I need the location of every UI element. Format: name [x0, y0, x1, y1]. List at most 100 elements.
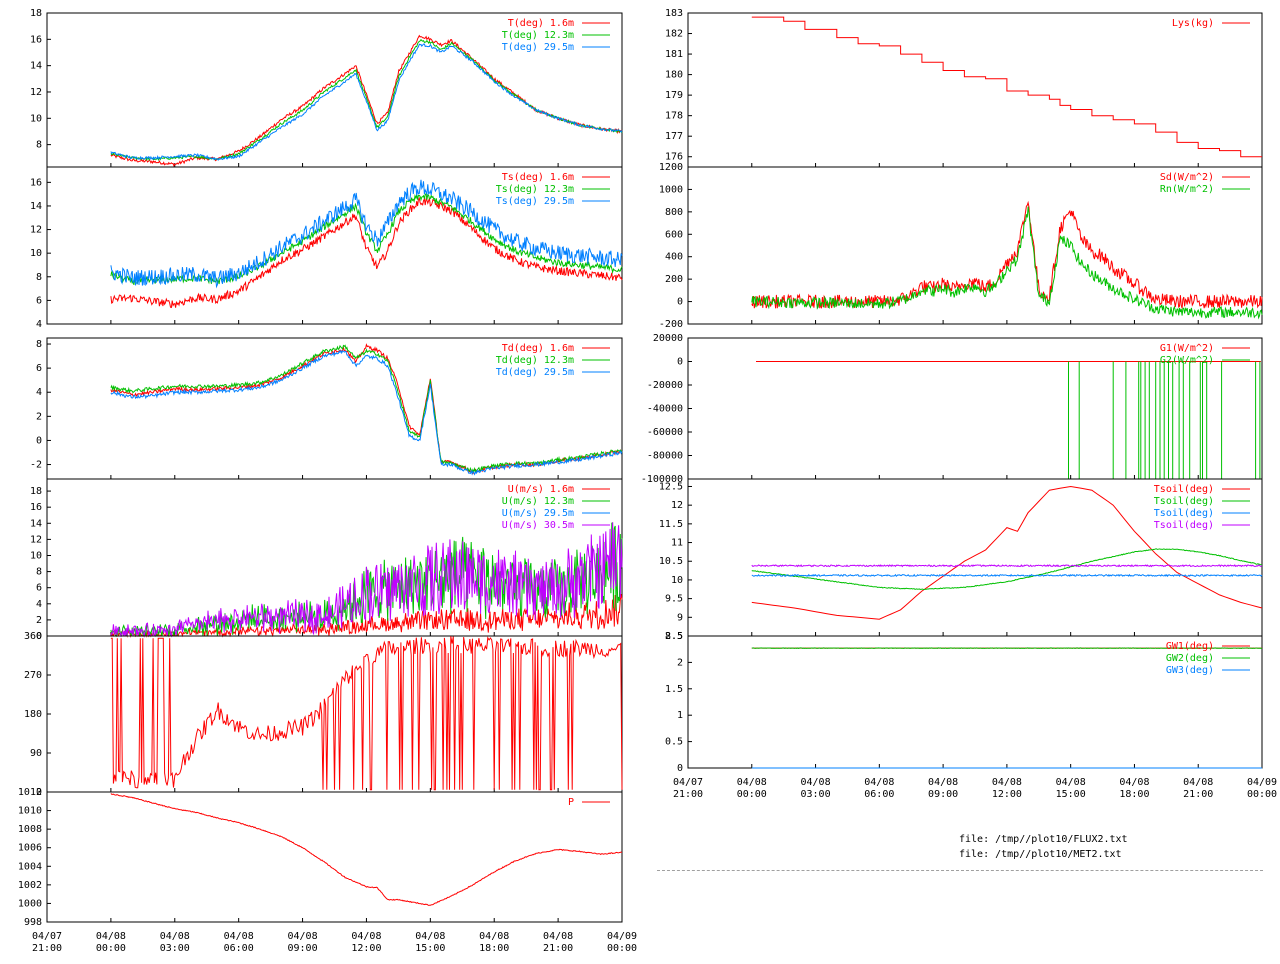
panel-gw: 0 0.5 1 1.5 2 2.5 GW1(deg)GW2(deg)GW3(deg): [665, 631, 1263, 774]
x-tick-date: 04/08: [864, 777, 894, 788]
x-tick-time: 00:00: [96, 943, 126, 954]
panel-dir: 0 90 180 270 360: [24, 631, 623, 798]
y-tick-label: 12: [30, 225, 42, 236]
y-tick-label: 12: [671, 500, 683, 511]
series-line-rad-1: [751, 206, 1263, 320]
x-tick-date: 04/07: [32, 931, 62, 942]
y-tick-label: 2: [36, 411, 42, 422]
x-tick-date: 04/08: [160, 931, 190, 942]
series-line-tsoil-1: [751, 548, 1263, 591]
panel-rad: -200 0 200 400 600 800 1000 1200 Sd(W/m^2)Rn(W/m…: [659, 162, 1263, 330]
y-tick-label: 14: [30, 518, 42, 529]
x-tick-date: 04/08: [928, 777, 958, 788]
y-tick-label: 10: [30, 550, 42, 561]
legend-label: Sd(W/m^2): [1160, 172, 1214, 183]
legend-label: P: [568, 797, 574, 808]
x-tick-time: 15:00: [1056, 789, 1086, 800]
y-tick-label: -20000: [647, 380, 683, 391]
y-tick-label: 1012: [18, 787, 42, 798]
x-tick-time: 06:00: [864, 789, 894, 800]
x-tick-date: 04/08: [801, 777, 831, 788]
legend-label: U(m/s) 1.6m: [508, 484, 574, 495]
x-tick-time: 15:00: [415, 943, 445, 954]
y-tick-label: 179: [665, 90, 683, 101]
y-tick-label: 1: [677, 710, 683, 721]
x-tick-date: 04/08: [992, 777, 1022, 788]
y-tick-label: 10: [671, 575, 683, 586]
y-tick-label: 11.5: [659, 519, 683, 530]
x-tick-time: 21:00: [673, 789, 703, 800]
y-tick-label: 0: [36, 435, 42, 446]
y-tick-label: 0: [677, 297, 683, 308]
y-tick-label: 0: [677, 763, 683, 774]
legend-label: T(deg) 12.3m: [502, 30, 574, 41]
plot-frame: [46, 791, 623, 923]
y-tick-label: 10: [30, 248, 42, 259]
y-tick-label: 12: [30, 534, 42, 545]
x-tick-time: 00:00: [1247, 789, 1277, 800]
y-tick-label: 182: [665, 29, 683, 40]
y-tick-label: 4: [36, 319, 42, 330]
plot-frame: [46, 166, 623, 325]
series-line-wind-3: [110, 522, 623, 638]
legend-label: Rn(W/m^2): [1160, 184, 1214, 195]
y-tick-label: 360: [24, 631, 42, 642]
legend-label: U(m/s) 12.3m: [502, 496, 574, 507]
legend-label: Td(deg) 12.3m: [496, 355, 574, 366]
y-tick-label: -40000: [647, 404, 683, 415]
y-tick-label: 183: [665, 8, 683, 19]
legend-label: Lys(kg): [1172, 18, 1214, 29]
y-tick-label: 8: [36, 339, 42, 350]
x-tick-time: 12:00: [992, 789, 1022, 800]
y-tick-label: 18: [30, 8, 42, 19]
x-tick-time: 03:00: [160, 943, 190, 954]
legend-label: Tsoil(deg): [1154, 508, 1214, 519]
y-tick-label: 1004: [18, 861, 42, 872]
y-tick-label: 181: [665, 49, 683, 60]
y-tick-label: 1200: [659, 162, 683, 173]
x-axis-labels-right: 04/0721:0004/0800:0004/0803:0004/0806:00…: [673, 777, 1277, 800]
panel-lys: 176 177 178 179 180 181 182 183 Lys(kg): [665, 8, 1263, 168]
series-line-ts-2: [110, 179, 623, 289]
y-tick-label: -100000: [641, 474, 683, 485]
y-tick-label: 9: [677, 612, 683, 623]
legend-label: Td(deg) 1.6m: [502, 343, 574, 354]
y-tick-label: 90: [30, 748, 42, 759]
x-tick-date: 04/08: [351, 931, 381, 942]
x-tick-date: 04/08: [288, 931, 318, 942]
y-tick-label: 18: [30, 486, 42, 497]
series-line-wind-0: [110, 594, 623, 638]
x-tick-time: 03:00: [801, 789, 831, 800]
series-line-rad-0: [751, 200, 1263, 309]
series-line-temp-1: [110, 38, 623, 162]
legend-label: Ts(deg) 29.5m: [496, 196, 574, 207]
y-tick-label: 176: [665, 152, 683, 163]
x-tick-time: 18:00: [479, 943, 509, 954]
x-tick-time: 21:00: [543, 943, 573, 954]
y-tick-label: 4: [36, 387, 42, 398]
x-tick-date: 04/08: [543, 931, 573, 942]
series-line-gw-1: [751, 647, 1263, 649]
y-tick-label: 1002: [18, 880, 42, 891]
y-tick-label: 14: [30, 61, 42, 72]
y-tick-label: 0: [36, 631, 42, 642]
y-tick-label: 8: [36, 272, 42, 283]
y-tick-label: 8: [36, 140, 42, 151]
legend-label: G2(W/m^2): [1160, 355, 1214, 366]
y-tick-label: 2.5: [665, 631, 683, 642]
x-tick-time: 06:00: [224, 943, 254, 954]
y-tick-label: 6: [36, 295, 42, 306]
x-tick-date: 04/08: [1056, 777, 1086, 788]
y-tick-label: 0: [36, 787, 42, 798]
panel-temp: 8 10 12 14 16 18 T(deg) 1.6mT(deg) 12.3mT(deg)…: [30, 8, 623, 168]
y-tick-label: -60000: [647, 427, 683, 438]
x-tick-time: 09:00: [928, 789, 958, 800]
series-line-tsoil-0: [751, 485, 1263, 620]
y-tick-label: 12: [30, 87, 42, 98]
y-tick-label: 11: [671, 538, 683, 549]
series-line-ts-0: [110, 196, 623, 309]
